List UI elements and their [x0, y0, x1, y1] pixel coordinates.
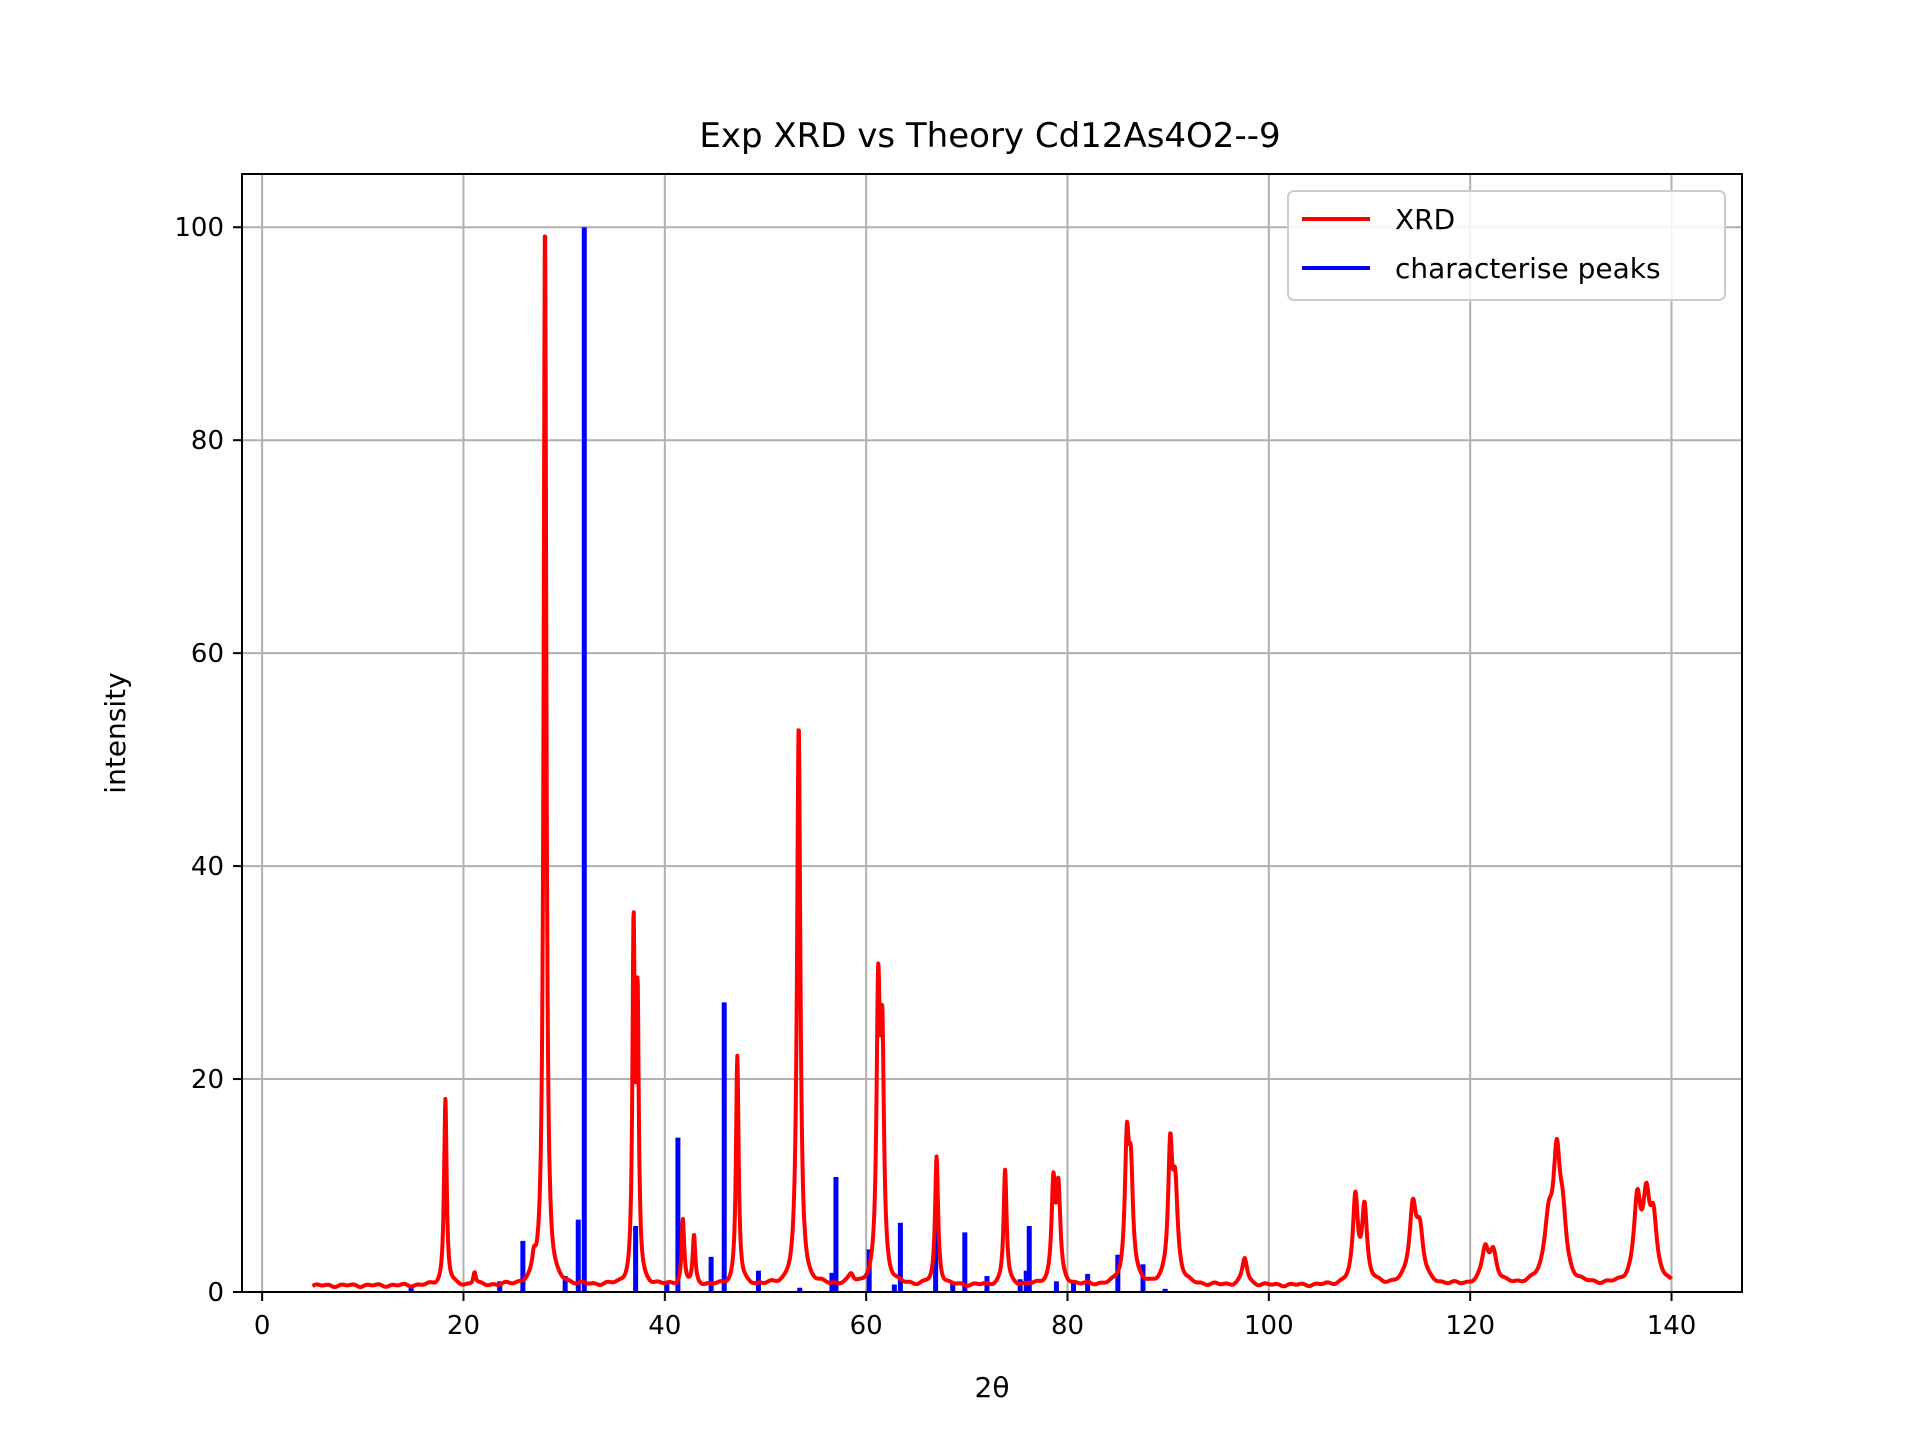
y-tick-label: 0 — [207, 1278, 224, 1308]
x-tick-label: 80 — [1051, 1311, 1084, 1341]
x-tick-label: 140 — [1647, 1311, 1697, 1341]
x-tick-label: 120 — [1445, 1311, 1495, 1341]
legend-box — [1287, 190, 1726, 301]
x-axis-label: 2θ — [975, 1371, 1010, 1404]
y-tick-label: 60 — [191, 639, 224, 669]
plot-frame — [241, 173, 1743, 1293]
x-tick-label: 0 — [254, 1311, 271, 1341]
x-tick-label: 60 — [850, 1311, 883, 1341]
y-tick-label: 100 — [174, 213, 224, 243]
x-axis-ticks: 0 20 40 60 80 100 120 140 — [254, 1292, 1696, 1341]
legend: XRD characterise peaks — [1287, 190, 1726, 301]
y-tick-label: 40 — [191, 852, 224, 882]
y-axis-ticks: 0 20 40 60 80 100 — [174, 213, 242, 1308]
legend-label-xrd: XRD — [1395, 203, 1455, 236]
chart-title: Exp XRD vs Theory Cd12As4O2--9 — [699, 116, 1280, 156]
x-tick-label: 40 — [648, 1311, 681, 1341]
xrd-series — [310, 234, 1674, 1289]
y-tick-label: 20 — [191, 1065, 224, 1095]
legend-label-peaks: characterise peaks — [1395, 252, 1661, 285]
xrd-line — [310, 234, 1674, 1289]
x-tick-label: 100 — [1244, 1311, 1294, 1341]
x-tick-label: 20 — [447, 1311, 480, 1341]
characterise-peaks-series — [408, 227, 1168, 1292]
y-axis-label: intensity — [99, 672, 132, 793]
y-tick-label: 80 — [191, 426, 224, 456]
